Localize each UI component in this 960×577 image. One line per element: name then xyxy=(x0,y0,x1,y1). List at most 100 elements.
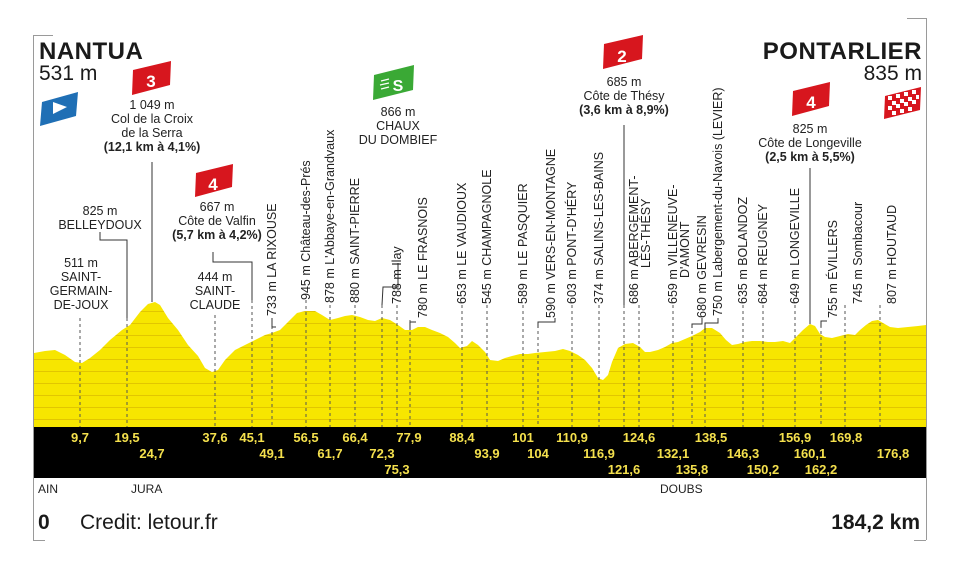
place-label-saint-germain-de-joux: 511 m SAINT- GERMAIN- DE-JOUX xyxy=(50,256,113,312)
climb-detail: (12,1 km à 4,1%) xyxy=(103,140,201,154)
svg-text:4: 4 xyxy=(208,175,218,194)
climb-category-4-icon: 4 xyxy=(792,82,830,116)
place-label-vertical: 545 m CHAMPAGNOLE xyxy=(480,169,494,304)
place-name: SAINT- xyxy=(194,284,236,298)
km-marker: 135,8 xyxy=(675,462,709,477)
frame-corner xyxy=(33,540,45,541)
place-label-vertical: 945 m Château-des-Prés xyxy=(299,160,313,300)
place-label-vertical: 733 m LA RIXOUSE xyxy=(265,203,279,316)
sprint-icon: S xyxy=(373,65,414,100)
climb-label-valfin: 667 m Côte de Valfin (5,7 km à 4,2%) xyxy=(172,200,262,242)
km-marker: 150,2 xyxy=(746,462,780,477)
place-label-vertical: 807 m HOUTAUD xyxy=(885,204,899,304)
distance-start: 0 xyxy=(38,511,50,534)
sprint-label: 866 m CHAUX DU DOMBIEF xyxy=(359,105,437,147)
place-label-vertical: D'AMONT xyxy=(678,221,692,278)
climb-name: Col de la Croix xyxy=(111,112,193,126)
km-band xyxy=(34,427,926,478)
climb-altitude: 1 049 m xyxy=(129,98,175,112)
start-flag-icon xyxy=(40,92,78,126)
km-marker: 116,9 xyxy=(583,446,615,461)
climb-altitude: 685 m xyxy=(606,75,642,89)
start-town: NANTUA xyxy=(39,38,144,65)
svg-text:2: 2 xyxy=(617,47,626,66)
km-marker: 110,9 xyxy=(556,430,588,445)
km-marker: 77,9 xyxy=(396,430,422,445)
km-marker: 156,9 xyxy=(778,430,812,445)
climb-name: Côte de Thésy xyxy=(583,89,665,103)
place-name: CLAUDE xyxy=(189,298,241,312)
dashed-markers xyxy=(79,300,881,427)
finish-flag-icon xyxy=(884,87,921,119)
place-label-vertical: 750 m Labergement-du-Navois (LEVIER) xyxy=(711,87,725,316)
region-label-doubs: DOUBS xyxy=(660,482,703,496)
place-altitude: 511 m xyxy=(64,256,98,270)
frame-corner xyxy=(914,540,926,541)
place-name: GERMAIN- xyxy=(49,284,113,298)
place-label-vertical: 880 m SAINT-PIERRE xyxy=(348,177,362,303)
svg-text:4: 4 xyxy=(806,93,816,112)
climb-label-longeville: 825 m Côte de Longeville (2,5 km à 5,5%) xyxy=(758,122,862,164)
climb-category-3-icon: 3 xyxy=(132,61,171,95)
place-name: SAINT- xyxy=(60,270,102,284)
sprint-name: CHAUX xyxy=(376,119,420,133)
climb-label-thesy: 685 m Côte de Thésy (3,6 km à 8,9%) xyxy=(579,75,669,117)
km-marker: 9,7 xyxy=(70,430,90,445)
place-label-vertical: 635 m BOLANDOZ xyxy=(736,197,750,304)
km-marker: 104 xyxy=(527,446,549,461)
place-label-vertical: 684 m REUGNEY xyxy=(756,203,770,304)
credit-text: Credit: letour.fr xyxy=(80,511,218,534)
km-marker: 49,1 xyxy=(259,446,285,461)
place-label-vertical: 745 m Sombacour xyxy=(851,201,865,304)
place-altitude: 444 m xyxy=(197,270,233,284)
profile-area xyxy=(34,302,926,427)
climb-name: de la Serra xyxy=(121,126,183,140)
region-label-jura: JURA xyxy=(131,482,163,496)
km-marker: 169,8 xyxy=(829,430,863,445)
svg-text:S: S xyxy=(393,78,404,95)
km-marker: 146,3 xyxy=(726,446,760,461)
climb-detail: (3,6 km à 8,9%) xyxy=(579,103,669,117)
place-label-vertical: 878 m L'Abbaye-en-Grandvaux xyxy=(323,129,337,303)
place-label-vertical: 780 m LE FRASNOIS xyxy=(416,197,430,318)
climb-category-2-icon: 2 xyxy=(603,35,643,69)
km-marker: 162,2 xyxy=(804,462,838,477)
frame-corner xyxy=(907,18,927,19)
sprint-name: DU DOMBIEF xyxy=(358,133,438,147)
finish-town: PONTARLIER xyxy=(762,38,922,65)
place-label-vertical: 374 m SALINS-LES-BAINS xyxy=(592,151,606,304)
sprint-altitude: 866 m xyxy=(380,105,416,119)
km-marker: 75,3 xyxy=(384,462,410,477)
place-label-vertical: 680 m GEVRESIN xyxy=(695,215,709,318)
place-label-vertical: 603 m PONT-D'HÉRY xyxy=(565,181,579,304)
km-marker: 56,5 xyxy=(293,430,319,445)
svg-text:3: 3 xyxy=(146,72,155,91)
km-marker: 24,7 xyxy=(139,446,165,461)
km-marker: 45,1 xyxy=(239,430,265,445)
climb-name: Côte de Longeville xyxy=(758,136,862,150)
place-label-vertical: 590 m VERS-EN-MONTAGNE xyxy=(544,148,558,318)
km-marker: 176,8 xyxy=(876,446,910,461)
climb-detail: (2,5 km à 5,5%) xyxy=(765,150,855,164)
frame-corner xyxy=(33,35,53,36)
km-marker: 88,4 xyxy=(449,430,475,445)
km-marker: 72,3 xyxy=(369,446,395,461)
km-marker: 132,1 xyxy=(656,446,690,461)
km-marker: 124,6 xyxy=(622,430,656,445)
climb-altitude: 825 m xyxy=(792,122,828,136)
place-altitude: 825 m xyxy=(82,204,118,218)
distance-total: 184,2 km xyxy=(831,511,920,534)
frame-left-border xyxy=(33,35,34,540)
place-label-belleydoux: 825 m BELLEYDOUX xyxy=(58,204,141,232)
frame-right-border xyxy=(926,18,927,540)
leader-lines xyxy=(99,125,827,330)
km-marker: 37,6 xyxy=(202,430,228,445)
place-label-vertical: 755 m ÉVILLERS xyxy=(826,220,840,318)
km-marker: 61,7 xyxy=(317,446,343,461)
km-marker: 138,5 xyxy=(694,430,728,445)
region-label-ain: AIN xyxy=(38,482,59,496)
km-marker: 160,1 xyxy=(793,446,827,461)
place-name: DE-JOUX xyxy=(53,298,109,312)
km-marker: 101 xyxy=(512,430,534,445)
